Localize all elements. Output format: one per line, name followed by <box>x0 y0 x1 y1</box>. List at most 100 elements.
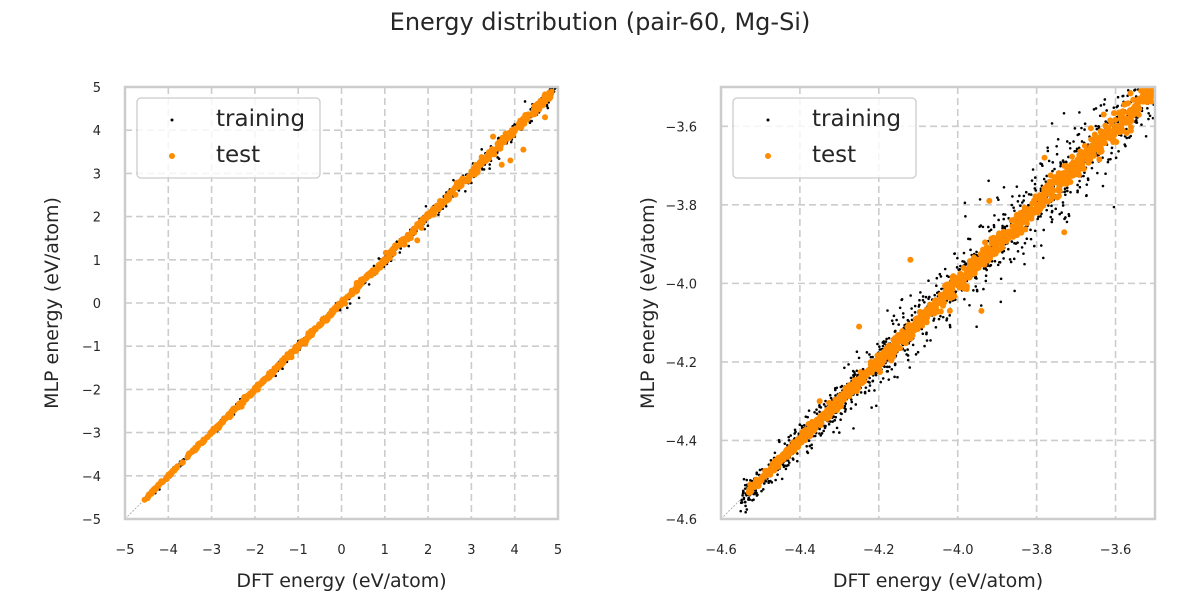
training-point <box>824 399 827 403</box>
test-point <box>887 355 894 362</box>
training-point <box>804 415 808 418</box>
training-point <box>1065 186 1069 190</box>
training-point <box>1072 140 1075 143</box>
training-point <box>1036 217 1040 221</box>
training-point <box>867 389 871 392</box>
test-point <box>868 368 875 375</box>
training-point <box>900 297 904 301</box>
test-point <box>949 294 956 301</box>
training-point <box>1078 185 1082 189</box>
training-point <box>829 396 833 400</box>
training-point <box>1157 142 1160 145</box>
training-point <box>783 464 787 467</box>
training-point <box>742 477 746 481</box>
training-point <box>1132 83 1135 86</box>
training-point <box>844 408 847 411</box>
y-tick-labels: 5 4 3 2 1 0 −1 −2 −3 −4 −5 <box>82 81 101 528</box>
test-point <box>988 240 995 247</box>
x-tick-label: −3.8 <box>1021 543 1053 558</box>
test-point <box>240 395 247 402</box>
training-point <box>868 353 871 356</box>
training-point <box>852 427 855 430</box>
test-point <box>1062 162 1069 169</box>
training-point <box>874 373 878 377</box>
training-point <box>1045 174 1049 178</box>
training-point <box>1063 190 1067 193</box>
training-point <box>762 482 766 485</box>
training-point <box>837 431 841 434</box>
test-point <box>1033 204 1040 211</box>
training-point <box>1008 258 1012 261</box>
y-tick-label: −5 <box>82 513 101 528</box>
test-point <box>845 392 852 399</box>
training-point <box>918 298 921 302</box>
training-point <box>1146 74 1149 77</box>
test-point <box>1022 226 1029 233</box>
training-point <box>1158 82 1161 85</box>
test-point <box>1083 147 1090 154</box>
test-point <box>1101 133 1108 140</box>
training-point <box>808 444 812 448</box>
training-point <box>773 451 777 455</box>
test-point <box>852 384 859 391</box>
training-point <box>953 252 957 255</box>
x-tick-label: 2 <box>424 543 432 558</box>
training-point <box>488 163 492 166</box>
training-point <box>843 410 847 413</box>
training-point <box>849 376 853 380</box>
training-point <box>1039 162 1042 165</box>
training-point <box>1140 75 1143 78</box>
test-point <box>1130 96 1137 103</box>
training-point <box>997 218 1000 222</box>
test-point <box>1069 172 1076 179</box>
test-point <box>141 496 148 503</box>
test-point <box>151 486 158 493</box>
test-point <box>399 241 406 248</box>
training-point <box>820 432 824 435</box>
training-point <box>1149 82 1152 85</box>
test-point <box>299 337 306 344</box>
training-point <box>740 501 744 504</box>
training-point <box>482 168 486 171</box>
training-point <box>1066 189 1069 193</box>
test-point <box>1047 172 1054 179</box>
subplot-right: −4.6 −4.4 −4.2 −4.0 −3.8 −3.6 −3.6−3.8−4.0−4.… <box>637 72 1161 592</box>
training-point <box>935 284 938 288</box>
test-point <box>1090 152 1097 159</box>
training-point <box>932 317 936 320</box>
test-point <box>904 328 911 335</box>
training-point <box>1063 187 1067 190</box>
training-point <box>1061 204 1065 207</box>
x-tick-label: −4 <box>159 543 178 558</box>
test-point <box>852 378 859 385</box>
training-point <box>843 404 847 408</box>
legend: training test <box>136 97 321 179</box>
test-point <box>748 488 755 495</box>
x-tick-label: −3 <box>202 543 221 558</box>
training-point <box>745 508 749 511</box>
test-point <box>1093 140 1100 147</box>
training-point <box>869 355 873 359</box>
training-point <box>338 308 342 312</box>
test-point <box>1034 209 1041 216</box>
test-point <box>932 305 939 312</box>
training-point <box>975 250 978 254</box>
x-tick-label: 3 <box>467 543 475 558</box>
test-point <box>1065 176 1072 183</box>
test-point <box>1144 98 1151 105</box>
test-point <box>158 479 165 486</box>
training-point <box>810 446 814 450</box>
test-point <box>1085 159 1092 166</box>
training-point <box>1014 242 1018 245</box>
training-point <box>947 275 950 279</box>
training-point <box>993 259 997 263</box>
training-point <box>1147 111 1150 115</box>
test-point <box>949 277 956 284</box>
training-point <box>1149 72 1152 75</box>
test-point <box>471 165 478 172</box>
training-point <box>1078 111 1081 114</box>
training-point <box>847 363 850 366</box>
test-point <box>218 418 225 425</box>
training-point <box>1104 120 1107 123</box>
test-point <box>1110 110 1117 117</box>
